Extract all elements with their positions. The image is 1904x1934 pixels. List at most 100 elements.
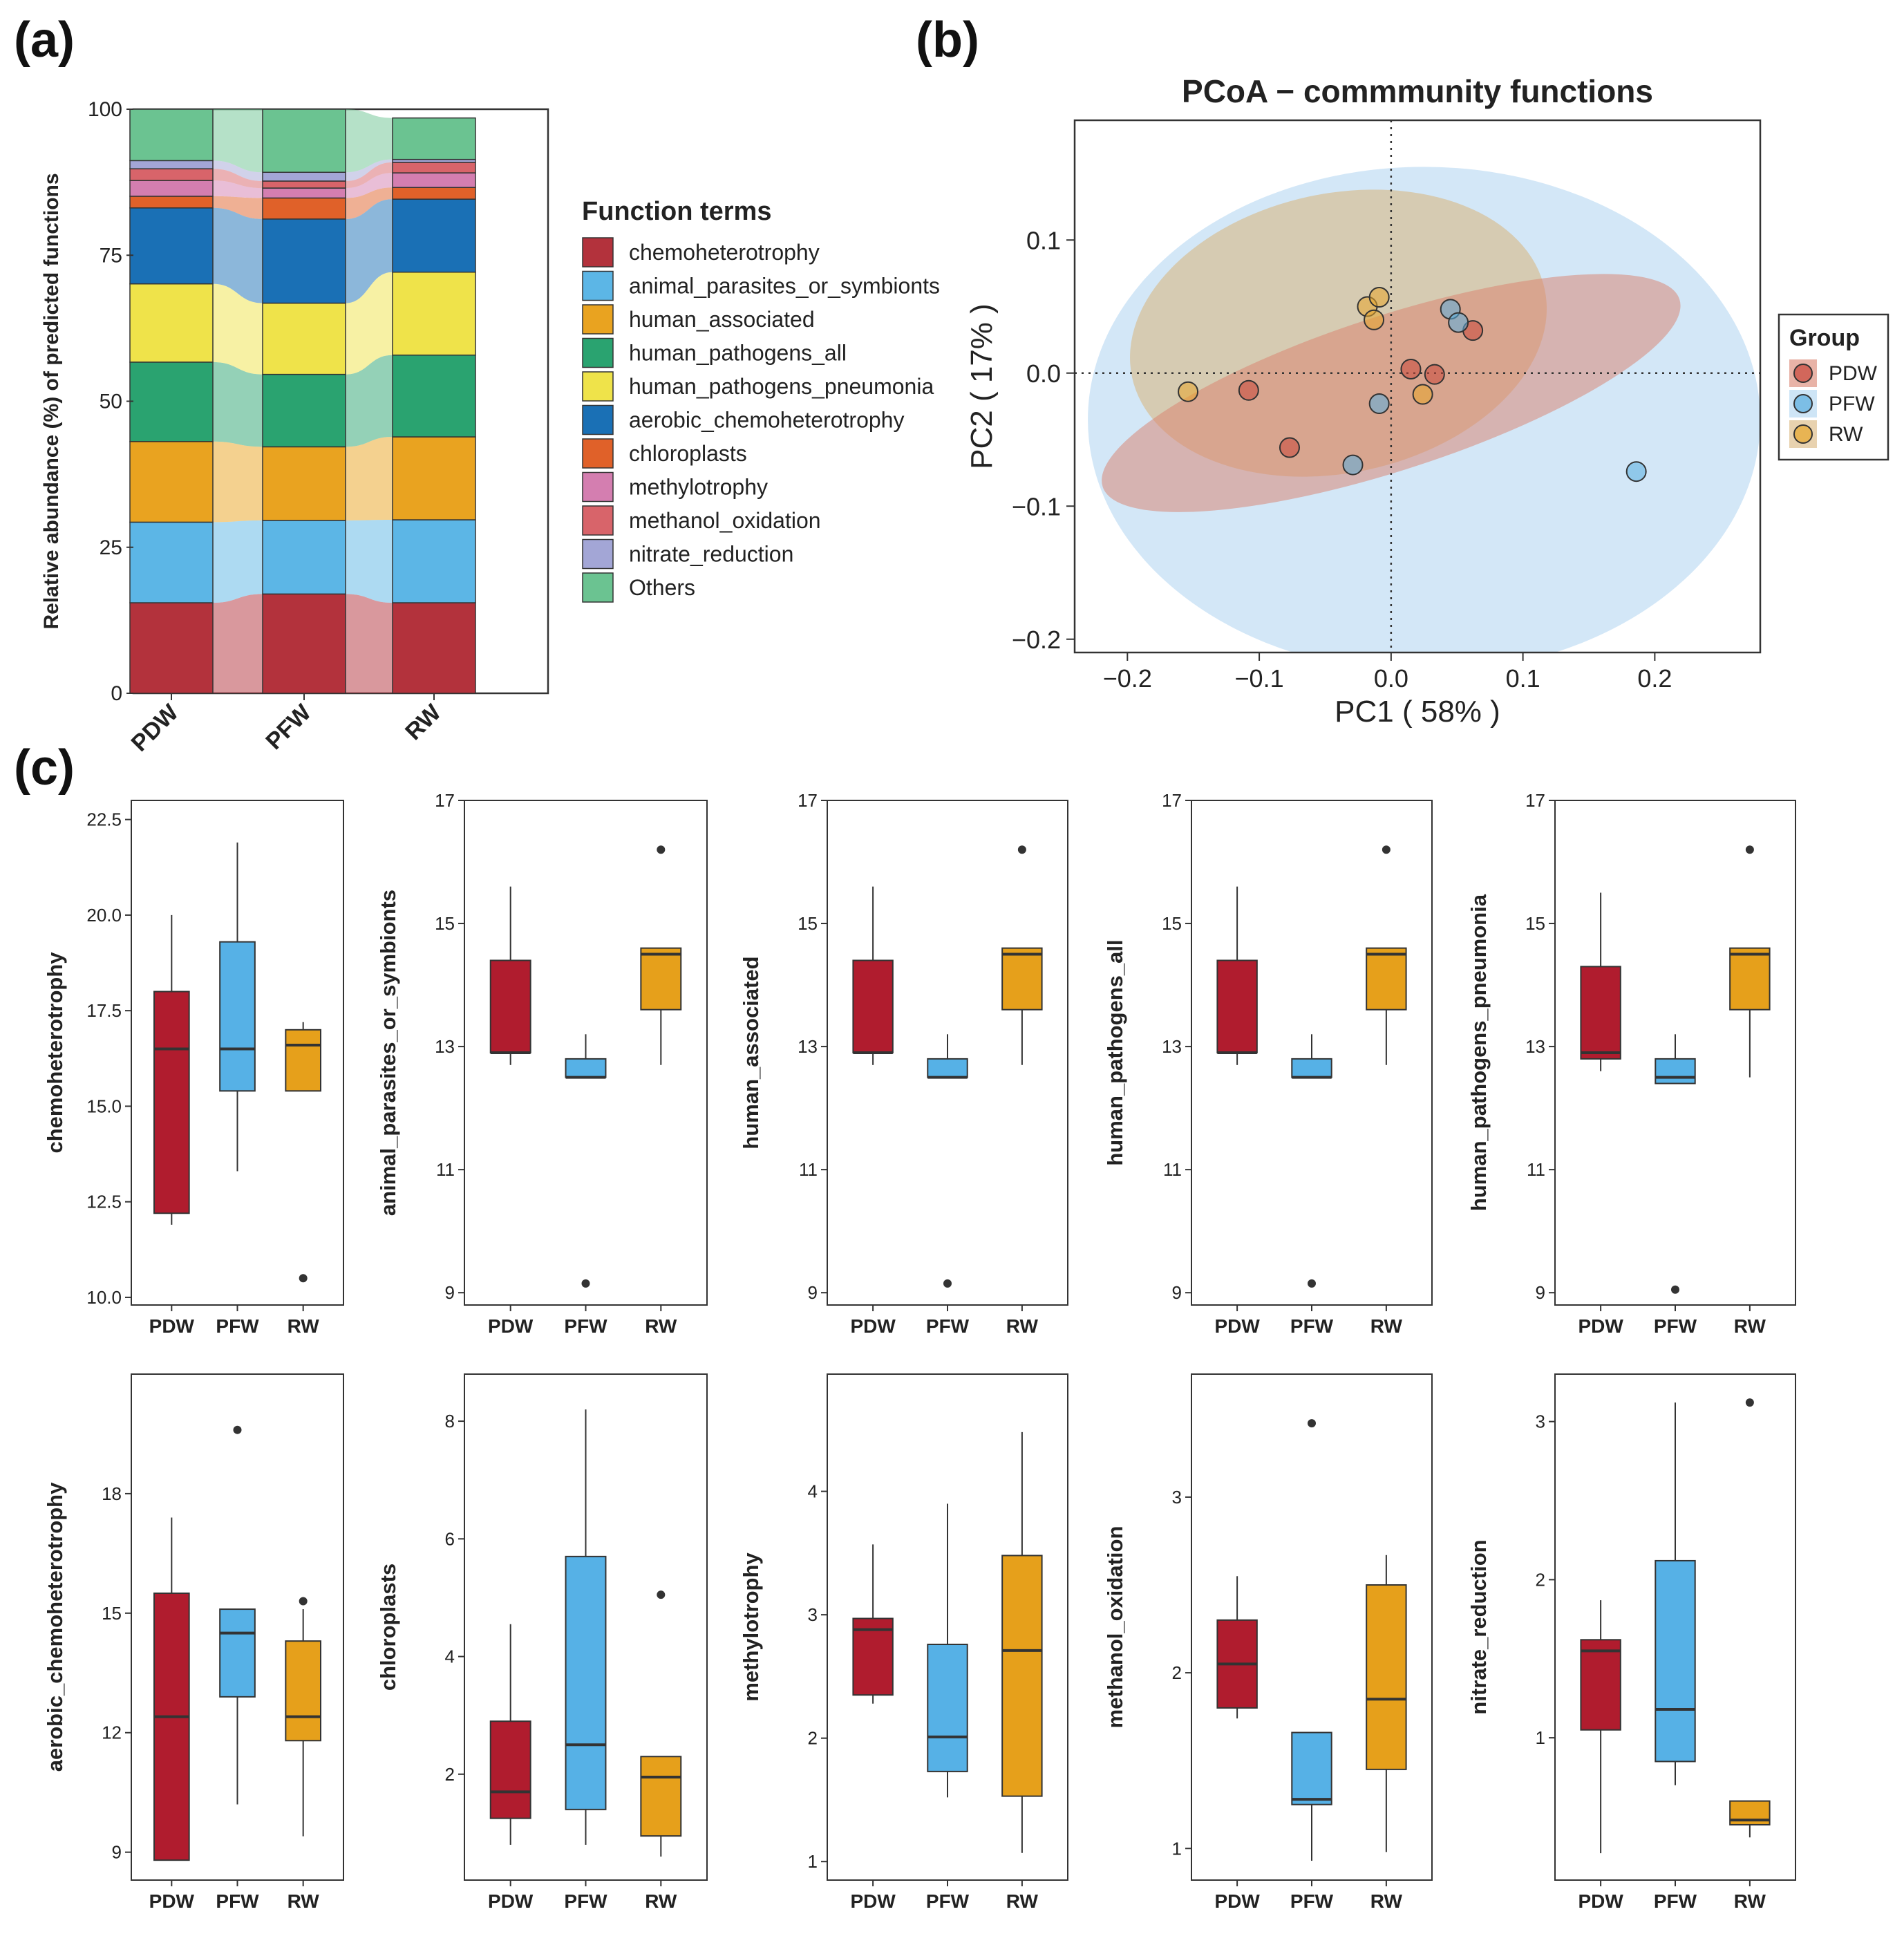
boxplot-chemoheterotrophy: 10.0 12.5 15.0 17.5 20.0 22.5 PDW PFW RW chemohet… [43, 800, 344, 1337]
flow-methanol-oxidation-2 [346, 162, 393, 189]
bar-pdw-aerobic-chemoheterotrophy [129, 207, 214, 285]
box-c7-pdw [489, 1720, 531, 1819]
point-rw-15 [1412, 384, 1433, 405]
y-tick-label-c3-2: 13 [798, 1036, 818, 1057]
bar-rw-methanol-oxidation [392, 162, 476, 173]
box-c8-pdw [852, 1617, 894, 1696]
legend-label-chloroplasts: chloroplasts [629, 441, 747, 466]
bar-rw-aerobic-chemoheterotrophy [392, 198, 476, 273]
boxplot-chloroplasts: 2 4 6 8 PDW PFW RW chloroplasts [376, 1373, 708, 1912]
flow-others-1 [213, 109, 263, 173]
legend-swatch-nitrate-reduction [582, 538, 614, 570]
x-tick-label-c1-pfw: PFW [216, 1315, 259, 1337]
legend-label-pdw: PDW [1829, 362, 1878, 385]
flow-human-associated-2 [346, 437, 393, 520]
legend-swatch-methanol-oxidation [582, 505, 614, 536]
y-tick-label-c3-0: 9 [808, 1282, 818, 1303]
chart-title-b: PCoA − commmunity functions [1182, 73, 1653, 109]
box-c3-pdw [852, 959, 894, 1053]
bar-pfw-methylotrophy [262, 187, 346, 199]
y-tick-label-c1-3: 17.5 [86, 1000, 122, 1021]
bar-rw-animal-parasites-or-symbionts [392, 519, 476, 603]
x-tick-label-c6-pdw: PDW [149, 1890, 195, 1912]
flow-animal-parasites-or-symbionts-2 [346, 520, 393, 603]
boxplot-nitrate-reduction: 1 2 3 PDW PFW RW nitrate_reduction [1467, 1373, 1796, 1912]
y-tick-label-c1-5: 22.5 [86, 809, 122, 830]
flow-human-pathogens-all-1 [213, 362, 263, 447]
y-tick-label-c8-3: 4 [808, 1481, 818, 1502]
flow-methylotrophy-1 [213, 180, 263, 198]
y-tick-label-c2-3: 15 [435, 913, 455, 934]
flow-human-pathogens-all-2 [346, 355, 393, 447]
y-tick-label-c9-0: 1 [1172, 1838, 1182, 1859]
legend-label-rw: RW [1829, 423, 1863, 446]
y-tick-label-a-0: 0 [111, 682, 122, 705]
y-tick-label-a-100: 100 [88, 98, 122, 121]
point-pfw-9 [1448, 312, 1469, 333]
flow-nitrate-reduction-1 [213, 160, 263, 181]
flow-human-associated-1 [213, 441, 263, 523]
flow-chemoheterotrophy-2 [346, 594, 393, 693]
x-axis-title-b: PC1 ( 58% ) [1335, 695, 1500, 729]
box-c3-rw [1001, 947, 1043, 1011]
y-tick-label-c10-1: 2 [1536, 1569, 1545, 1590]
box-c9-pfw [1291, 1731, 1332, 1805]
flow-chemoheterotrophy-1 [213, 594, 263, 693]
outlier-c9-pfw-1 [1308, 1419, 1316, 1428]
legend-title-b: Group [1789, 325, 1860, 351]
flow-methanol-oxidation-1 [213, 169, 263, 189]
y-tick-label-c2-4: 17 [435, 790, 455, 811]
box-c1-pfw [219, 941, 256, 1092]
bar-rw-human-pathogens-pneumonia [392, 272, 476, 356]
bar-rw-chloroplasts [392, 187, 476, 200]
box-c7-rw [640, 1756, 682, 1837]
bar-pfw-animal-parasites-or-symbionts [262, 520, 346, 595]
x-tick-label-c2-pfw: PFW [564, 1315, 607, 1337]
y-tick-label-c6-2: 15 [102, 1603, 122, 1624]
x-tick-label-c5-pfw: PFW [1654, 1315, 1697, 1337]
box-c9-rw [1366, 1584, 1407, 1770]
panel-c-boxplots: 10.0 12.5 15.0 17.5 20.0 22.5 PDW PFW RW chemohet… [43, 790, 1796, 1912]
outlier-c7-rw-1 [657, 1590, 666, 1599]
point-pdw-3 [1400, 358, 1422, 379]
y-tick-label-a-25: 25 [100, 536, 122, 559]
point-pdw-2 [1279, 437, 1300, 458]
flow-others-2 [346, 109, 393, 173]
y-tick-label-c8-2: 3 [808, 1604, 818, 1625]
x-tick-label-c4-pdw: PDW [1214, 1315, 1260, 1337]
point-pdw-1 [1238, 379, 1259, 401]
y-tick-label-c4-2: 13 [1162, 1036, 1182, 1057]
flow-animal-parasites-or-symbionts-1 [213, 520, 263, 603]
x-tick-label-c3-rw: RW [1006, 1315, 1039, 1337]
outlier-c5-pfw-1 [1671, 1285, 1679, 1294]
legend-dot-rw [1793, 424, 1813, 444]
x-tick-label-b-0: −0.2 [1103, 664, 1152, 693]
x-tick-label-c5-pdw: PDW [1578, 1315, 1623, 1337]
y-tick-label-c7-0: 2 [445, 1764, 455, 1785]
outlier-c4-pfw-1 [1308, 1279, 1316, 1288]
y-tick-label-c1-1: 12.5 [86, 1192, 122, 1212]
box-c10-pfw [1655, 1559, 1696, 1763]
bar-pfw-human-pathogens-pneumonia [262, 302, 346, 375]
bar-rw-human-pathogens-all [392, 354, 476, 438]
panel-b-pcoa: −0.2 −0.1 0.0 0.1 0.2 −0.2 −0.1 0.0 0.1 PCoA − co… [965, 73, 1889, 729]
bar-pfw-human-pathogens-all [262, 373, 346, 448]
outlier-c1-rw-1 [299, 1274, 308, 1283]
y-tick-label-c1-0: 10.0 [86, 1287, 122, 1308]
outlier-c3-rw-1 [1017, 845, 1026, 854]
y-tick-label-a-50: 50 [100, 391, 122, 413]
legend-swatch-methylotrophy [582, 471, 614, 503]
y-tick-label-c5-1: 11 [1527, 1159, 1545, 1180]
y-axis-title-c5: human_pathogens_pneumonia [1467, 894, 1491, 1211]
y-axis-title-c9: methanol_oxidation [1103, 1526, 1127, 1729]
bar-pdw-nitrate-reduction [129, 160, 214, 169]
x-tick-label-c7-pdw: PDW [488, 1890, 534, 1912]
outlier-c6-rw-1 [299, 1597, 308, 1606]
y-tick-label-a-75: 75 [100, 244, 122, 267]
x-tick-label-c7-rw: RW [645, 1890, 677, 1912]
x-tick-label-c3-pfw: PFW [926, 1315, 970, 1337]
y-tick-label-c7-1: 4 [445, 1646, 455, 1667]
x-tick-label-c8-pdw: PDW [850, 1890, 896, 1912]
boxplot-aerobic-chemoheterotrophy: 9 12 15 18 PDW PFW RW aerobic_chemoheterotrophy [43, 1373, 344, 1912]
